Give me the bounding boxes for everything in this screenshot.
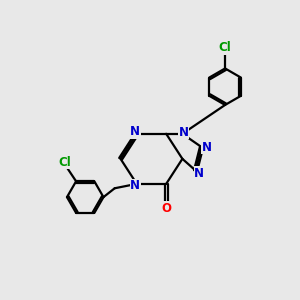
Text: N: N — [202, 141, 212, 154]
Text: N: N — [130, 125, 140, 138]
Text: N: N — [130, 179, 140, 192]
Text: N: N — [194, 167, 204, 180]
Text: Cl: Cl — [219, 41, 232, 54]
Text: O: O — [161, 202, 171, 214]
Text: N: N — [179, 126, 189, 139]
Text: Cl: Cl — [58, 156, 71, 169]
